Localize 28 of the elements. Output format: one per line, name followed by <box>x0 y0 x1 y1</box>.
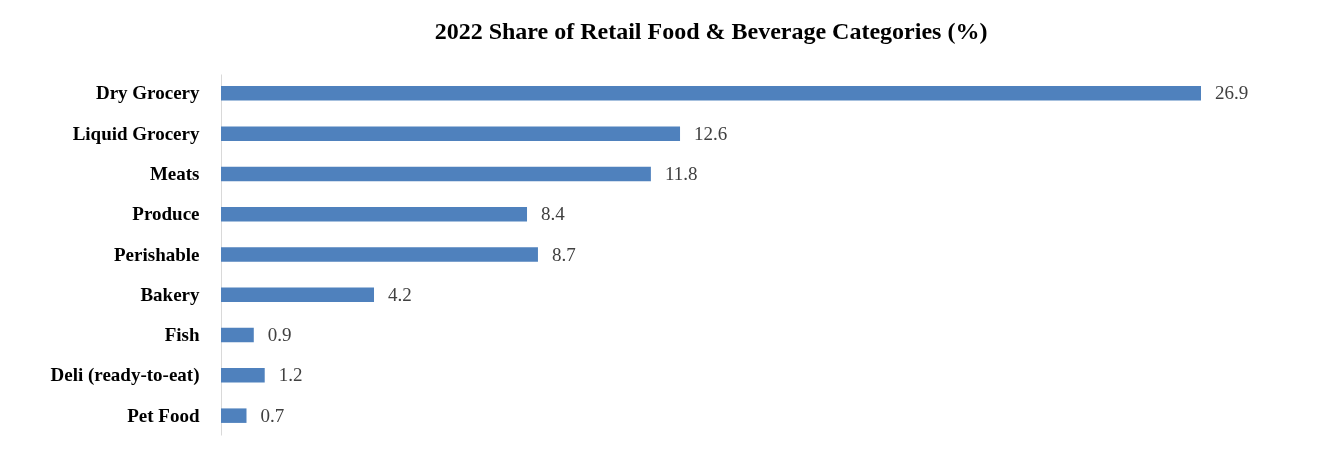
bar <box>221 247 538 262</box>
chart-title: 2022 Share of Retail Food & Beverage Categories (%) <box>434 18 988 44</box>
y-tick-label: Liquid Grocery <box>72 122 200 144</box>
y-tick-label: Produce <box>132 203 200 225</box>
y-tick-label: Perishable <box>114 243 200 265</box>
data-label: 0.7 <box>260 404 285 426</box>
y-tick-label: Fish <box>164 324 200 346</box>
y-tick-label: Dry Grocery <box>95 82 200 104</box>
data-label: 1.2 <box>278 364 303 386</box>
bar <box>221 368 265 383</box>
y-tick-label: Bakery <box>140 283 200 305</box>
bar <box>221 287 375 303</box>
data-label: 12.6 <box>694 122 728 144</box>
bar <box>221 206 528 222</box>
bar <box>221 126 681 141</box>
y-tick-label: Pet Food <box>127 404 200 426</box>
data-label: 11.8 <box>664 162 698 184</box>
data-label: 26.9 <box>1215 82 1249 104</box>
bar <box>221 86 1201 101</box>
y-tick-label: Meats <box>149 162 200 184</box>
data-label: 8.4 <box>541 203 566 225</box>
bar <box>221 166 651 182</box>
bar <box>221 327 254 343</box>
bar <box>221 408 247 423</box>
data-label: 8.7 <box>551 243 576 265</box>
data-label: 0.9 <box>267 324 292 346</box>
data-label: 4.2 <box>388 283 412 305</box>
y-tick-label: Deli (ready-to-eat) <box>50 364 200 387</box>
